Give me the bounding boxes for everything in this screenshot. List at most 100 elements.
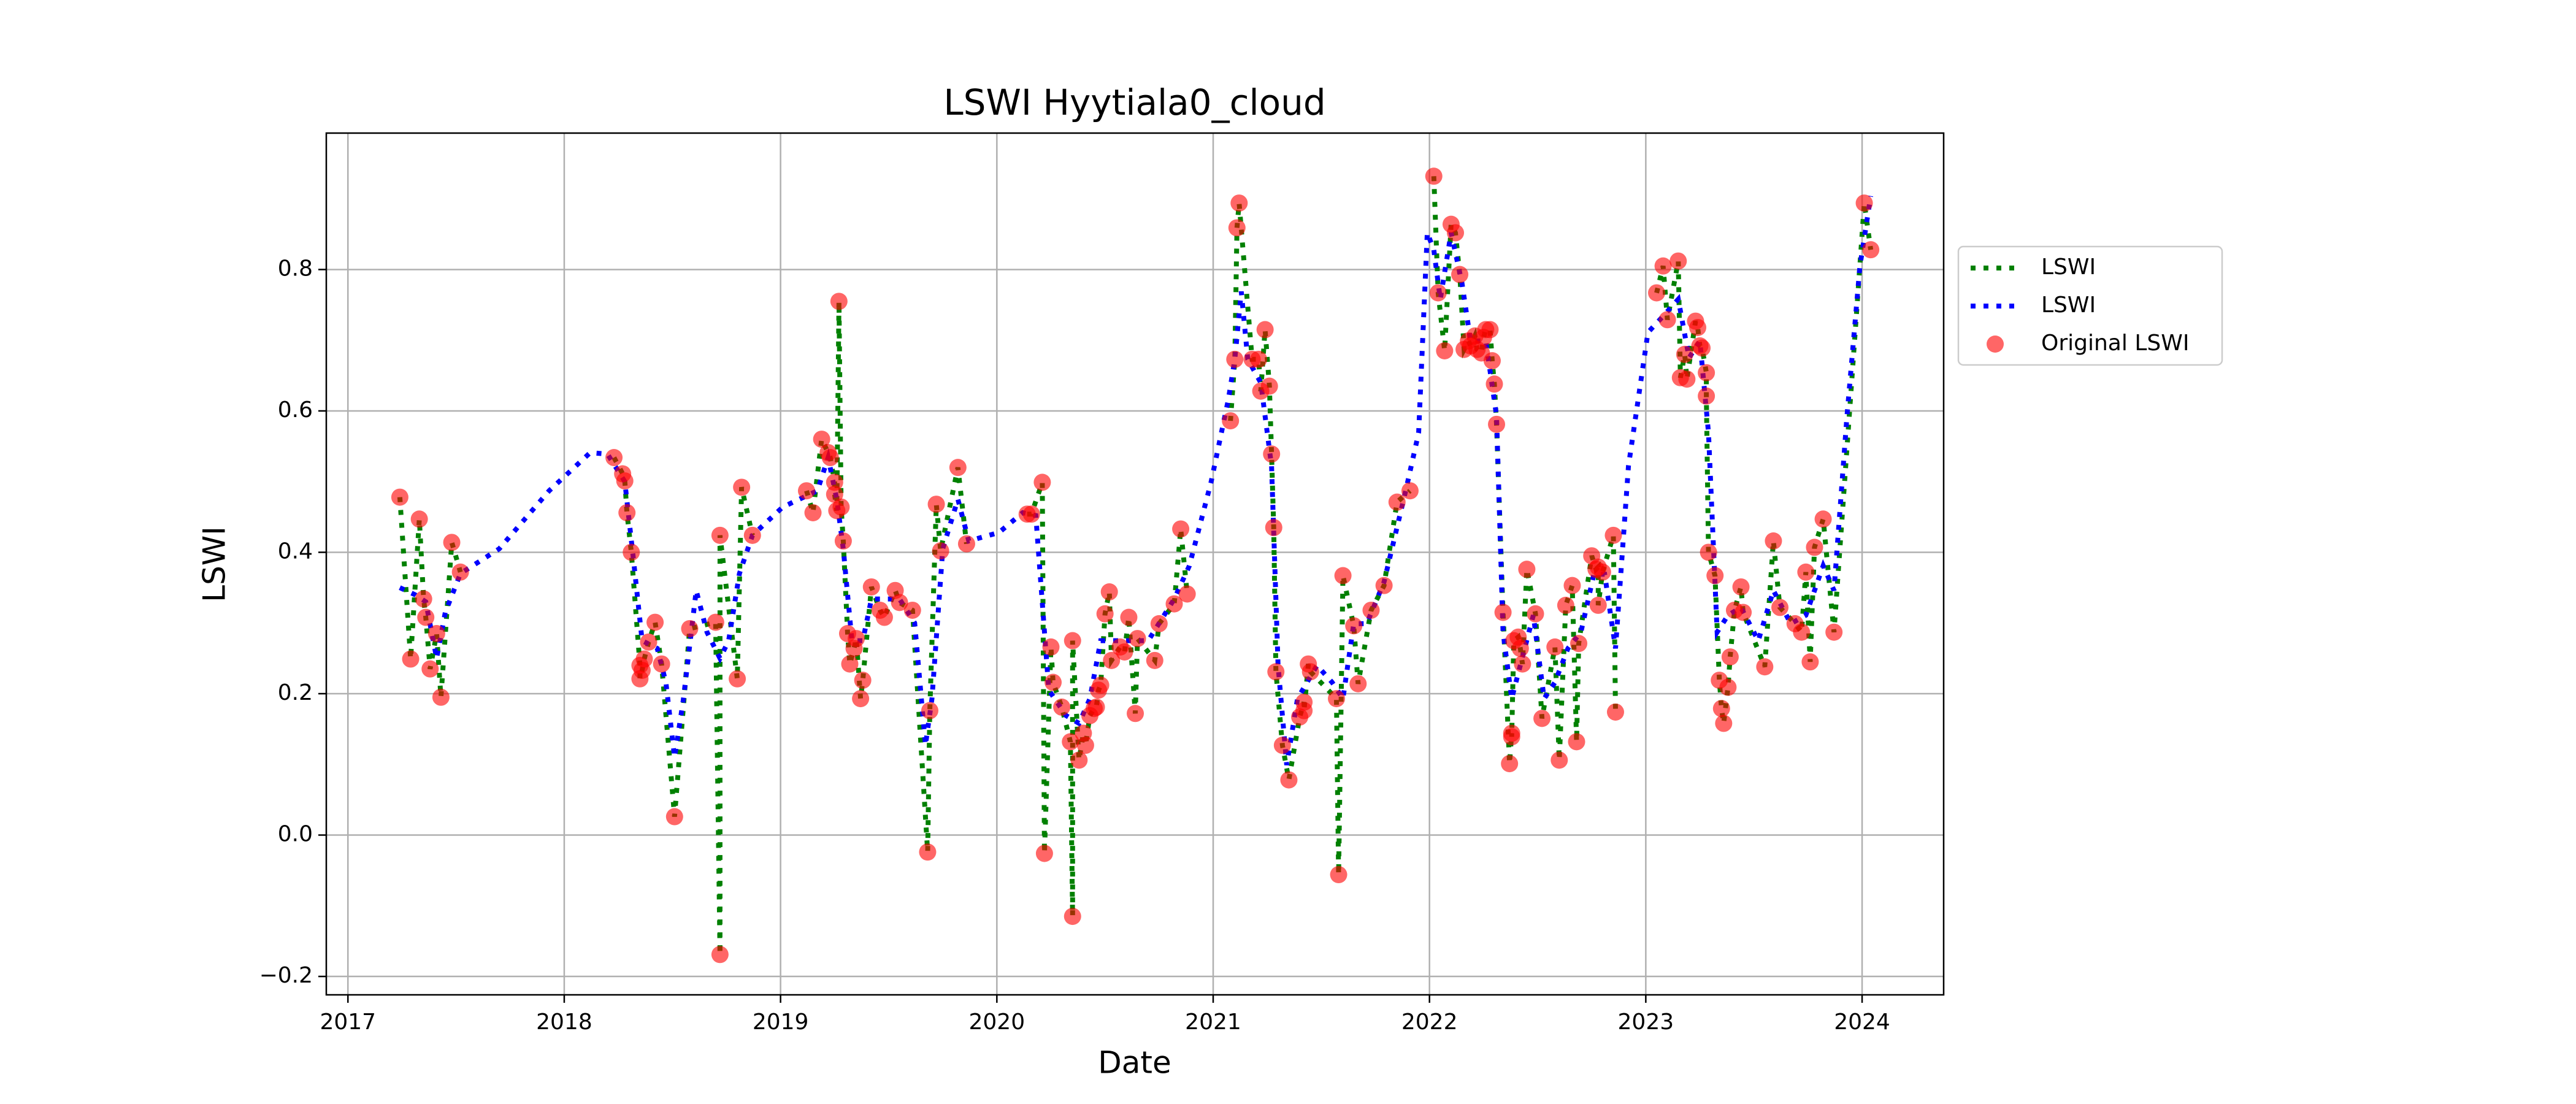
x-tick-label: 2020: [969, 1010, 1025, 1035]
x-tick-label: 2021: [1185, 1010, 1241, 1035]
data-point: [921, 702, 938, 719]
x-tick-label: 2022: [1401, 1010, 1458, 1035]
data-point: [826, 485, 843, 503]
data-point: [903, 601, 921, 619]
data-point: [1334, 567, 1352, 585]
data-point: [1230, 194, 1248, 212]
data-point: [1273, 737, 1291, 754]
data-point: [1593, 563, 1611, 581]
data-point: [1735, 604, 1752, 621]
data-point: [1033, 473, 1051, 491]
data-point: [919, 843, 937, 861]
data-point: [1511, 640, 1529, 657]
data-point: [729, 670, 746, 688]
data-point: [1087, 698, 1105, 716]
data-point: [804, 504, 822, 521]
data-point: [1806, 539, 1823, 556]
data-point: [1129, 630, 1146, 648]
data-point: [711, 946, 729, 964]
y-tick-label: 0.6: [278, 397, 313, 423]
y-tick-label: 0.2: [278, 680, 313, 705]
data-point: [1328, 690, 1346, 708]
chart-title: LSWI Hyytiala0_cloud: [943, 82, 1325, 123]
data-point: [1070, 751, 1088, 769]
y-tick-label: −0.2: [259, 963, 313, 988]
x-tick-label: 2024: [1834, 1010, 1890, 1035]
data-point: [1732, 578, 1750, 596]
data-point: [1120, 608, 1138, 626]
data-point: [681, 619, 699, 637]
data-point: [1604, 526, 1622, 544]
data-point: [743, 526, 761, 544]
data-point: [605, 449, 623, 467]
data-point: [1756, 658, 1774, 676]
data-point: [1606, 703, 1624, 721]
legend: LSWI LSWI Original LSWI: [1957, 245, 2223, 366]
data-point: [451, 563, 469, 581]
data-point: [1446, 224, 1464, 242]
data-point: [711, 526, 729, 544]
data-point: [1263, 445, 1281, 463]
data-point: [421, 660, 439, 678]
data-point: [1228, 219, 1246, 237]
data-point: [1546, 638, 1564, 656]
data-point: [848, 630, 865, 648]
data-point: [1715, 715, 1733, 732]
data-point: [1436, 342, 1454, 359]
data-point: [1721, 648, 1739, 666]
data-point: [949, 459, 967, 477]
data-point: [875, 608, 893, 626]
data-point: [1483, 352, 1501, 370]
data-point: [1589, 596, 1607, 614]
data-point: [1053, 698, 1071, 716]
data-point: [1706, 567, 1724, 585]
data-point: [957, 535, 975, 553]
plot-area: [391, 167, 1880, 964]
data-point: [653, 655, 670, 673]
grid: [326, 133, 1944, 995]
data-point: [1250, 350, 1268, 368]
data-point: [1814, 510, 1832, 528]
data-point: [1557, 596, 1574, 614]
data-point: [797, 482, 815, 500]
y-tick-label: 0.4: [278, 539, 313, 564]
data-point: [646, 613, 664, 631]
series-line: [397, 176, 1874, 955]
data-point: [854, 672, 872, 689]
data-point: [1527, 605, 1544, 623]
data-point: [1689, 318, 1707, 336]
data-point: [1801, 653, 1819, 671]
data-point: [1349, 675, 1367, 692]
legend-label: LSWI: [2041, 293, 2096, 318]
data-point: [1301, 663, 1319, 681]
data-point: [1658, 311, 1676, 329]
data-point: [1265, 519, 1282, 537]
data-point: [1035, 845, 1053, 862]
y-axis-label: LSWI: [197, 526, 232, 602]
data-point: [1425, 167, 1443, 185]
data-point: [1178, 585, 1196, 603]
data-point: [443, 534, 461, 551]
data-point: [1481, 321, 1499, 339]
data-point: [1676, 345, 1693, 363]
data-point: [1654, 257, 1672, 275]
y-tick-label: 0.8: [278, 256, 313, 281]
data-point: [834, 532, 852, 550]
data-point: [1045, 673, 1062, 691]
data-point: [1362, 601, 1380, 619]
data-point: [1533, 710, 1551, 727]
data-point: [813, 431, 830, 448]
data-point: [1150, 615, 1168, 632]
data-point: [852, 690, 870, 708]
data-point: [1678, 370, 1696, 388]
data-point: [1488, 415, 1506, 433]
data-point: [1042, 638, 1060, 656]
data-point: [635, 650, 653, 668]
data-point: [415, 590, 432, 608]
data-point: [1345, 617, 1363, 635]
data-point: [410, 510, 428, 528]
data-point: [1062, 733, 1079, 751]
data-point: [1076, 737, 1094, 754]
data-point: [1256, 321, 1274, 339]
